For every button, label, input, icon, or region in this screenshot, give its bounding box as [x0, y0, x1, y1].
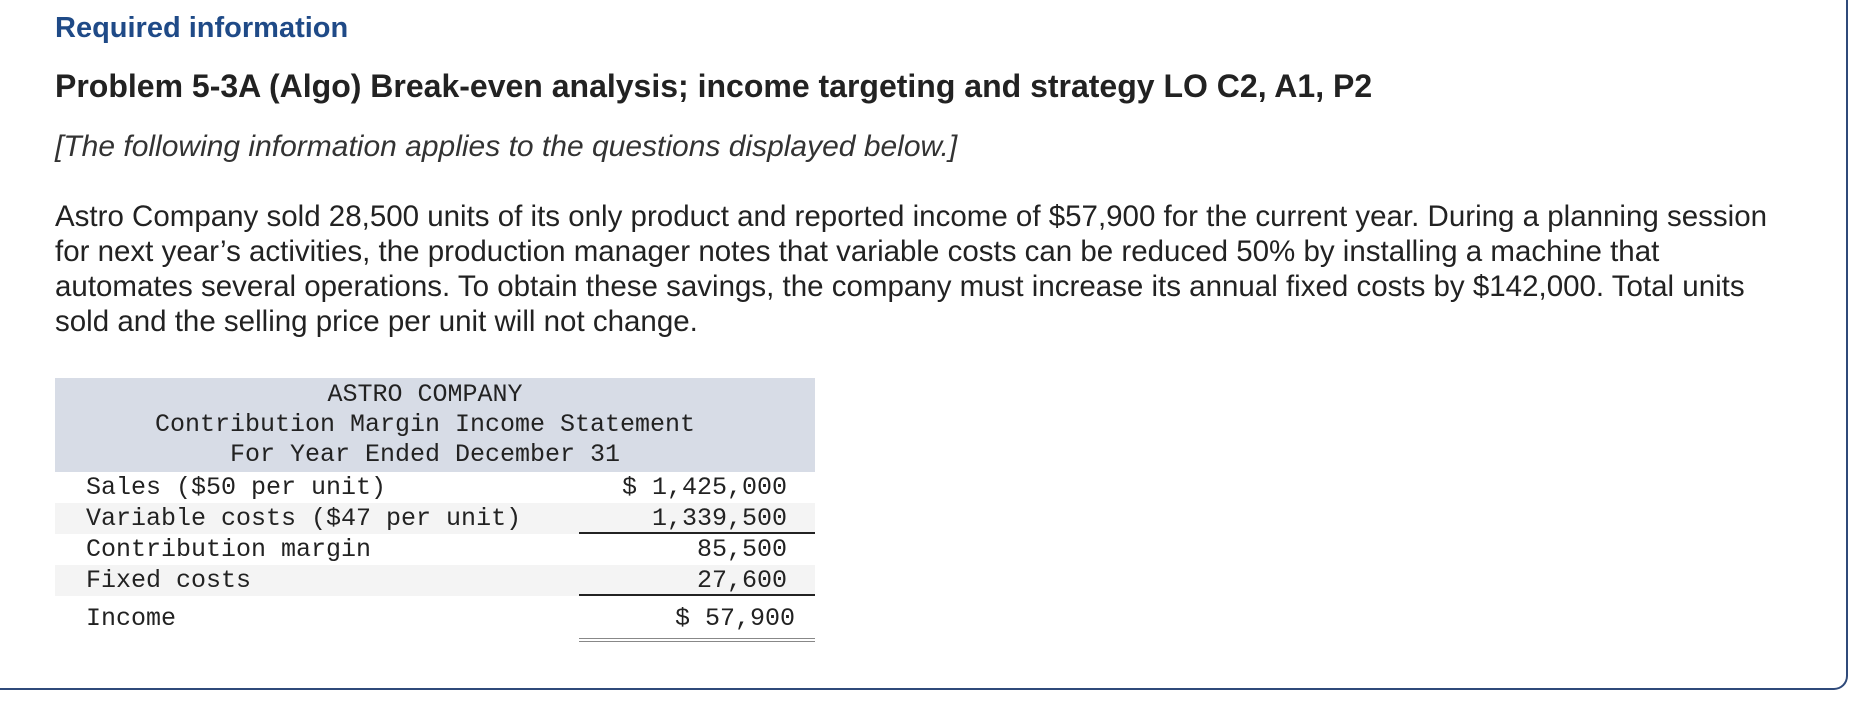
row-label: Contribution margin [86, 535, 372, 564]
row-label: Fixed costs [86, 566, 252, 595]
problem-title: Problem 5-3A (Algo) Break-even analysis;… [55, 68, 1373, 104]
row-label: Income [86, 604, 177, 633]
problem-text: Astro Company sold 28,500 units of its o… [55, 200, 1768, 338]
section-label: Required information [55, 12, 349, 44]
statement-row: Fixed costs 27,600 [55, 565, 815, 596]
row-amount: $ 57,900 [579, 596, 815, 642]
statement-rows: Sales ($50 per unit) $ 1,425,000 Variable … [55, 472, 815, 642]
statement-header: ASTRO COMPANY Contribution Margin Income… [55, 378, 815, 472]
statement-name: Contribution Margin Income Statement [154, 410, 696, 439]
statement-row: Variable costs ($47 per unit) 1,339,500 [55, 503, 815, 534]
company-name: ASTRO COMPANY [327, 380, 523, 409]
row-amount: 1,339,500 [579, 503, 815, 534]
row-amount: 85,500 [696, 535, 787, 564]
note: [The following information applies to th… [55, 130, 958, 163]
row-amount: $ 1,425,000 [621, 473, 787, 502]
statement-row: Sales ($50 per unit) $ 1,425,000 [55, 472, 815, 503]
income-statement: ASTRO COMPANY Contribution Margin Income… [55, 378, 815, 642]
statement-row: Income $ 57,900 [55, 596, 815, 642]
panel-frame [0, 0, 1848, 690]
row-label: Sales ($50 per unit) [86, 473, 387, 502]
row-amount: 27,600 [579, 565, 815, 596]
statement-period: For Year Ended December 31 [229, 440, 621, 469]
row-label: Variable costs ($47 per unit) [86, 504, 522, 533]
statement-row: Contribution margin 85,500 [55, 534, 815, 565]
